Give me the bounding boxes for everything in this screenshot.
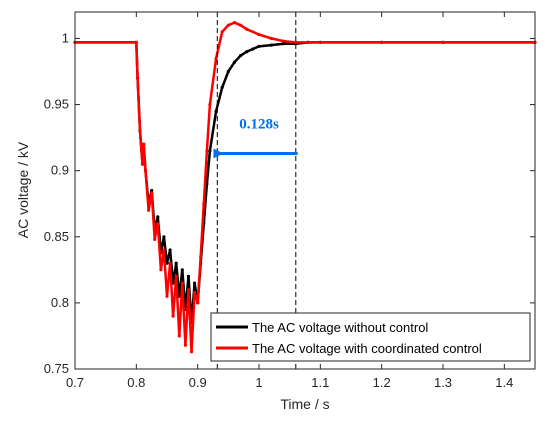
data-point <box>168 261 172 265</box>
y-tick-label: 0.9 <box>51 163 69 178</box>
data-point <box>269 36 273 41</box>
data-point <box>142 142 146 146</box>
y-tick-label: 1 <box>62 30 69 45</box>
x-tick-label: 1 <box>255 375 262 390</box>
data-point <box>189 350 194 354</box>
data-point <box>441 40 445 45</box>
data-point <box>318 40 322 45</box>
data-point <box>150 188 154 193</box>
data-point <box>306 40 310 45</box>
x-tick-label: 1.1 <box>311 375 329 390</box>
y-axis-label: AC voltage / kV <box>15 141 31 238</box>
data-point <box>220 30 224 34</box>
data-point <box>202 202 206 206</box>
data-point <box>140 162 145 166</box>
data-point <box>138 129 142 133</box>
data-point <box>193 281 197 285</box>
interval-label: 0.128s <box>239 116 279 132</box>
data-point <box>177 334 181 338</box>
legend-box <box>210 312 531 362</box>
x-tick-label: 0.8 <box>127 375 145 390</box>
data-point <box>269 43 273 47</box>
data-point <box>220 85 224 89</box>
axes-box <box>74 11 536 370</box>
x-tick-label: 1.4 <box>495 375 513 390</box>
data-point <box>186 274 191 278</box>
data-point <box>239 23 243 27</box>
data-point <box>281 42 286 46</box>
data-point <box>153 237 157 241</box>
data-point <box>205 149 209 153</box>
data-point <box>180 281 184 285</box>
data-point <box>159 268 163 272</box>
data-point <box>281 39 286 43</box>
data-point <box>162 248 166 252</box>
data-point <box>162 235 166 239</box>
data-point <box>196 301 200 305</box>
data-point <box>294 40 298 45</box>
data-point <box>232 21 237 25</box>
data-point <box>214 56 218 60</box>
data-point <box>136 76 140 80</box>
data-point <box>143 169 148 173</box>
legend: The AC voltage without control The AC vo… <box>210 312 531 362</box>
data-point <box>174 261 178 265</box>
data-point <box>174 274 178 278</box>
data-point <box>156 222 160 226</box>
data-point <box>239 54 243 58</box>
x-tick-label: 1.3 <box>434 375 452 390</box>
data-point <box>257 44 261 49</box>
data-point <box>186 288 191 292</box>
data-point <box>245 50 249 54</box>
y-tick-label: 0.8 <box>51 295 69 310</box>
x-tick-label: 0.7 <box>66 375 84 390</box>
data-point <box>168 248 172 252</box>
y-tick-label: 0.85 <box>44 229 69 244</box>
x-tick-label: 0.9 <box>189 375 207 390</box>
data-point <box>156 215 160 219</box>
data-point <box>171 314 175 318</box>
data-point <box>232 60 237 64</box>
data-point <box>193 290 197 294</box>
data-point <box>147 208 151 212</box>
y-tick-label: 0.95 <box>44 97 69 112</box>
x-axis-label: Time / s <box>280 396 329 412</box>
data-point <box>165 261 169 265</box>
x-tick-label: 1.2 <box>373 375 391 390</box>
data-point <box>226 69 230 74</box>
data-point <box>208 149 212 153</box>
data-point <box>150 191 154 195</box>
data-point <box>165 294 169 298</box>
data-point <box>180 268 184 272</box>
tick-layer: 0.7 0.8 0.9 1 1.1 1.2 1.3 1.4 0.75 0.8 0.85 0.9 0.95… <box>44 12 535 390</box>
annotation-layer: 0.128s <box>213 12 298 369</box>
data-point <box>251 47 255 51</box>
data-point <box>134 40 138 45</box>
y-tick-label: 0.75 <box>44 361 69 376</box>
legend-label-without-control: The AC voltage without control <box>252 320 428 335</box>
data-point <box>208 103 212 107</box>
legend-label-coordinated-control: The AC voltage with coordinated control <box>252 341 482 356</box>
data-point <box>380 40 384 45</box>
data-point <box>245 27 249 31</box>
data-point <box>257 32 261 37</box>
data-point <box>199 255 203 259</box>
data-point <box>183 343 187 347</box>
data-point <box>226 23 230 27</box>
